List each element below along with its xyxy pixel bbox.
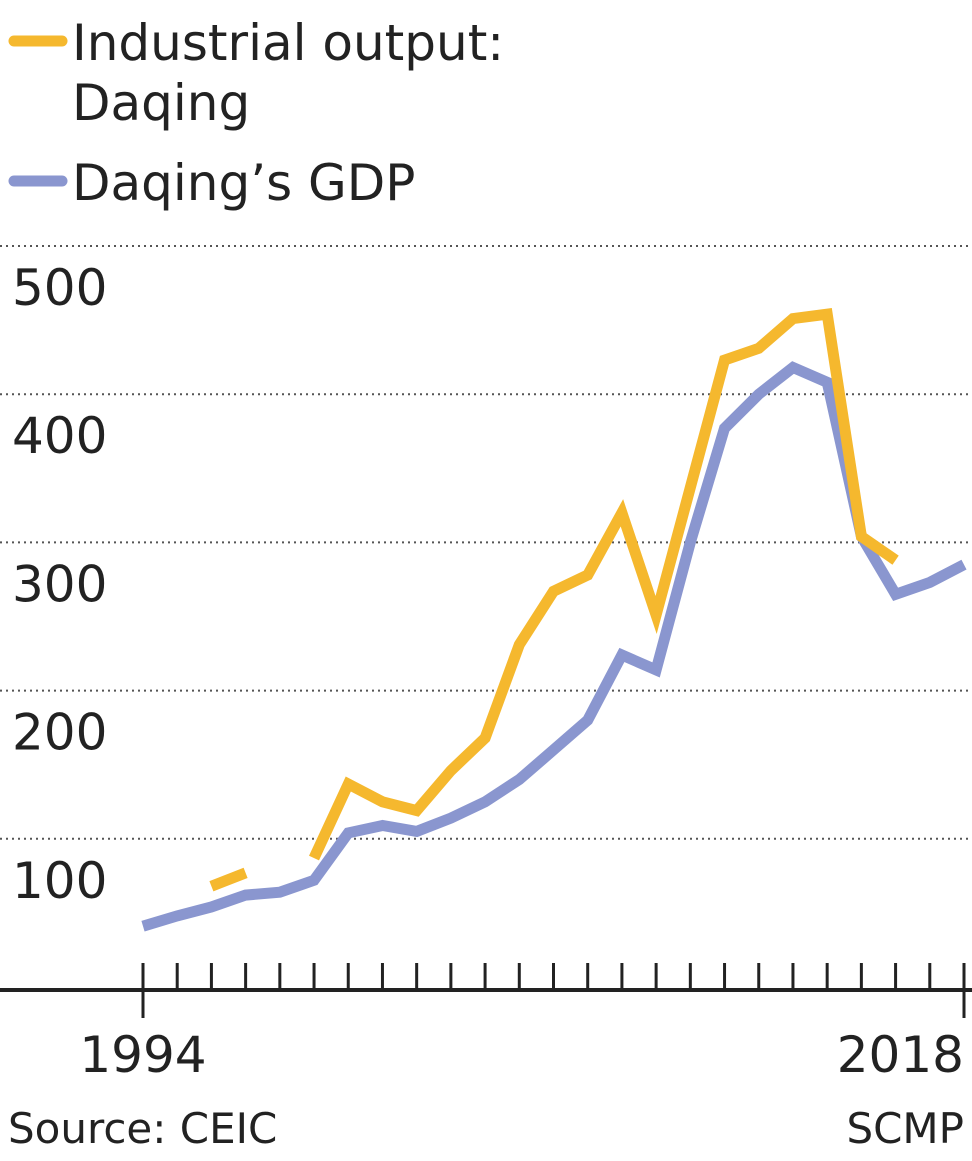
- legend-label-industrial-output-line2: Daqing: [72, 74, 250, 132]
- x-label-start: 1994: [79, 1026, 206, 1084]
- legend: Industrial output: Daqing Daqing’s GDP: [8, 14, 504, 212]
- x-label-end: 2018: [837, 1026, 964, 1084]
- legend-label-industrial-output: Industrial output:: [72, 14, 504, 72]
- legend-label-gdp: Daqing’s GDP: [72, 154, 415, 212]
- industrial-output-line-segment-1: [309, 308, 899, 861]
- series-lines: [141, 308, 967, 932]
- x-axis: [0, 963, 972, 1018]
- grid: [0, 245, 972, 840]
- y-tick-label-200: 200: [12, 704, 107, 762]
- y-tick-label-300: 300: [12, 555, 107, 613]
- y-tick-label-500: 500: [12, 259, 107, 317]
- industrial-output-line-segment-0: [209, 867, 248, 892]
- credit: SCMP: [846, 1104, 964, 1153]
- y-axis-labels: 500 400 300 200 100: [12, 259, 107, 910]
- y-tick-label-400: 400: [12, 407, 107, 465]
- y-tick-label-100: 100: [12, 852, 107, 910]
- gdp-line-segment-0: [141, 361, 967, 932]
- source-note: Source: CEIC: [8, 1104, 277, 1153]
